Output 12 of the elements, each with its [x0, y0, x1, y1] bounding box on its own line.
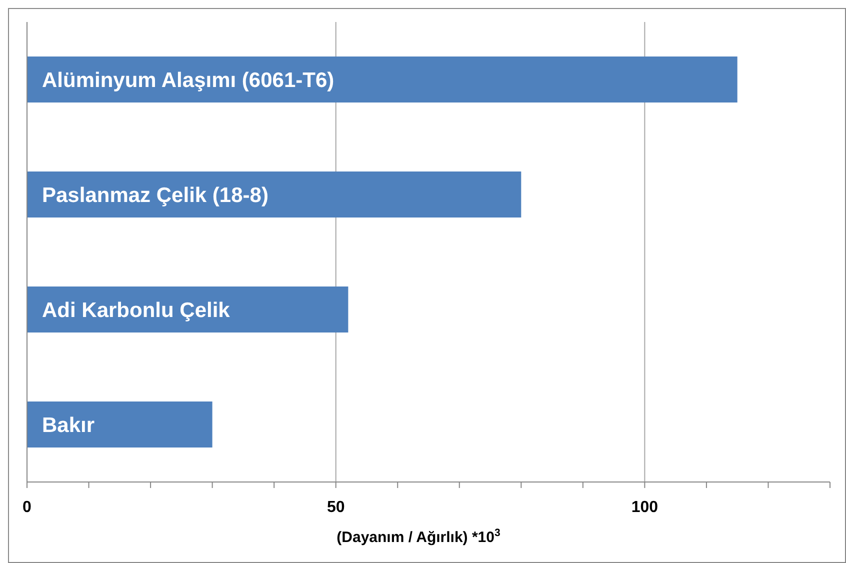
y-tick-label: Bakır — [42, 414, 95, 437]
bar — [27, 286, 348, 332]
x-tick-label: 50 — [326, 499, 345, 516]
y-tick-label: Alüminyum Alaşımı (6061-T6) — [42, 68, 334, 92]
x-axis-title: (Dayanım / Ağırlık) *10$^{3}$ — [336, 527, 500, 546]
x-tick-label: 100 — [631, 499, 658, 516]
x-tick-label: 0 — [22, 499, 32, 516]
bar — [27, 56, 738, 102]
bar — [27, 172, 522, 218]
bar — [27, 402, 212, 448]
y-tick-label: Paslanmaz Çelik (18-8) — [42, 184, 268, 207]
y-tick-label: Adi Karbonlu Çelik — [42, 298, 230, 322]
